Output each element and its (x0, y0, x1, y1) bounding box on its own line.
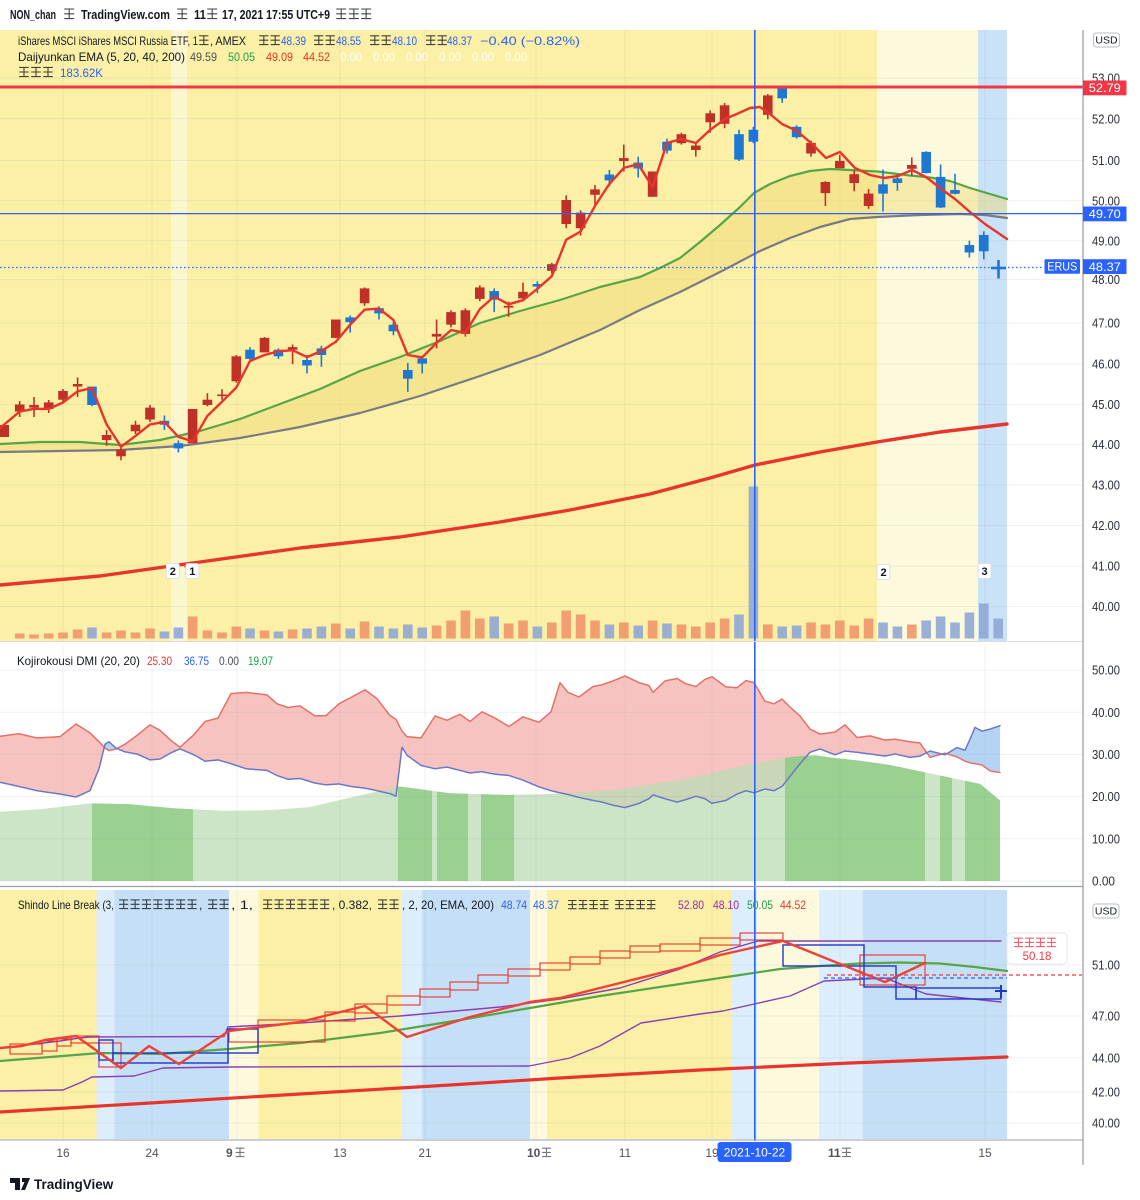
svg-text:0.00: 0.00 (1092, 875, 1115, 889)
svg-text:, 2, 20, EMA, 200): , 2, 20, EMA, 200) (402, 898, 494, 912)
svg-text:21: 21 (418, 1146, 432, 1160)
svg-text:16: 16 (56, 1146, 70, 1160)
svg-text:48.37: 48.37 (533, 898, 559, 912)
svg-text:40.00: 40.00 (1092, 1117, 1120, 1131)
svg-text:40.00: 40.00 (1092, 706, 1120, 720)
svg-text:iShares MSCI iShares MSCI Russ: iShares MSCI iShares MSCI Russia ETF, 1 (18, 34, 198, 48)
svg-text:47.00: 47.00 (1092, 1010, 1120, 1024)
svg-text:0.00: 0.00 (340, 50, 362, 64)
svg-text:36.75: 36.75 (184, 654, 209, 668)
svg-text:20.00: 20.00 (1092, 790, 1120, 804)
svg-text:, 0.382,: , 0.382, (332, 898, 372, 912)
svg-text:Daijyunkan EMA (5, 20, 40, 200: Daijyunkan EMA (5, 20, 40, 200) (18, 50, 185, 64)
svg-text:Shindo Line Break (3,: Shindo Line Break (3, (18, 898, 114, 912)
svg-text:10.00: 10.00 (1092, 832, 1120, 846)
svg-text:50.18: 50.18 (1023, 951, 1052, 963)
svg-text:USD: USD (1095, 906, 1118, 918)
svg-text:, 1,: , 1, (231, 898, 253, 912)
svg-text:48.10: 48.10 (392, 34, 417, 48)
svg-text:51.00: 51.00 (1092, 959, 1120, 973)
svg-text:13: 13 (333, 1146, 347, 1160)
svg-text:49.59: 49.59 (190, 50, 217, 64)
svg-text:ERUS: ERUS (1047, 260, 1077, 274)
svg-text:49.00: 49.00 (1092, 234, 1120, 248)
svg-text:17, 2021 17:55 UTC+9: 17, 2021 17:55 UTC+9 (222, 8, 330, 22)
svg-text:40.00: 40.00 (1092, 600, 1120, 614)
svg-text:48.39: 48.39 (281, 34, 306, 48)
svg-text:3: 3 (981, 566, 987, 578)
svg-text:USD: USD (1095, 35, 1118, 47)
svg-text:19.07: 19.07 (248, 654, 273, 668)
svg-text:19: 19 (705, 1146, 719, 1160)
svg-text:1: 1 (189, 566, 195, 578)
svg-text:24: 24 (145, 1146, 159, 1160)
svg-text:48.00: 48.00 (1092, 273, 1120, 287)
svg-text:11: 11 (619, 1146, 632, 1160)
svg-text:30.00: 30.00 (1092, 748, 1120, 762)
svg-text:10: 10 (527, 1146, 541, 1160)
svg-text:TradingView.com: TradingView.com (81, 8, 170, 22)
svg-text:0.00: 0.00 (373, 50, 395, 64)
svg-text:44.52: 44.52 (780, 898, 806, 912)
svg-text:52.00: 52.00 (1092, 112, 1120, 126)
svg-text:183.62K: 183.62K (60, 66, 103, 80)
svg-text:11: 11 (194, 8, 206, 22)
svg-text:15: 15 (978, 1146, 992, 1160)
svg-text:41.00: 41.00 (1092, 560, 1120, 574)
svg-text:49.09: 49.09 (266, 50, 293, 64)
svg-text:48.10: 48.10 (713, 898, 739, 912)
svg-text:25.30: 25.30 (147, 654, 172, 668)
svg-text:44.00: 44.00 (1092, 1052, 1120, 1066)
svg-text:52.80: 52.80 (678, 898, 704, 912)
svg-text:0.00: 0.00 (406, 50, 428, 64)
svg-text:44.00: 44.00 (1092, 438, 1120, 452)
svg-text:9: 9 (226, 1146, 233, 1160)
svg-text:44.52: 44.52 (303, 50, 330, 64)
svg-text:2: 2 (170, 566, 176, 578)
svg-text:48.37: 48.37 (447, 34, 472, 48)
svg-text:Kojirokousi DMI (20, 20): Kojirokousi DMI (20, 20) (17, 654, 140, 668)
svg-text:2021-10-22: 2021-10-22 (724, 1146, 786, 1160)
svg-text:43.00: 43.00 (1092, 479, 1120, 493)
svg-text:0.00: 0.00 (505, 50, 527, 64)
svg-text:, AMEX: , AMEX (210, 34, 246, 48)
svg-text:48.55: 48.55 (336, 34, 361, 48)
svg-text:50.00: 50.00 (1092, 194, 1120, 208)
svg-text:0.00: 0.00 (472, 50, 494, 64)
svg-text:49.70: 49.70 (1089, 207, 1121, 221)
svg-text:,: , (199, 898, 202, 912)
svg-text:TradingView: TradingView (34, 1177, 114, 1192)
svg-text:2: 2 (880, 567, 886, 579)
svg-text:−0.40 (−0.82%): −0.40 (−0.82%) (480, 34, 580, 48)
svg-text:0.00: 0.00 (219, 654, 239, 668)
svg-text:0.00: 0.00 (439, 50, 461, 64)
svg-text:50.05: 50.05 (228, 50, 255, 64)
svg-text:52.79: 52.79 (1089, 81, 1121, 95)
svg-text:51.00: 51.00 (1092, 154, 1120, 168)
svg-text:50.00: 50.00 (1092, 664, 1120, 678)
svg-text:47.00: 47.00 (1092, 317, 1120, 331)
svg-text:42.00: 42.00 (1092, 519, 1120, 533)
svg-text:48.37: 48.37 (1089, 260, 1121, 274)
svg-text:11: 11 (828, 1146, 841, 1160)
svg-text:45.00: 45.00 (1092, 398, 1120, 412)
svg-text:50.05: 50.05 (747, 898, 773, 912)
svg-text:46.00: 46.00 (1092, 358, 1120, 372)
svg-text:42.00: 42.00 (1092, 1086, 1120, 1100)
svg-text:48.74: 48.74 (501, 898, 527, 912)
svg-text:NON_chan: NON_chan (10, 8, 56, 22)
